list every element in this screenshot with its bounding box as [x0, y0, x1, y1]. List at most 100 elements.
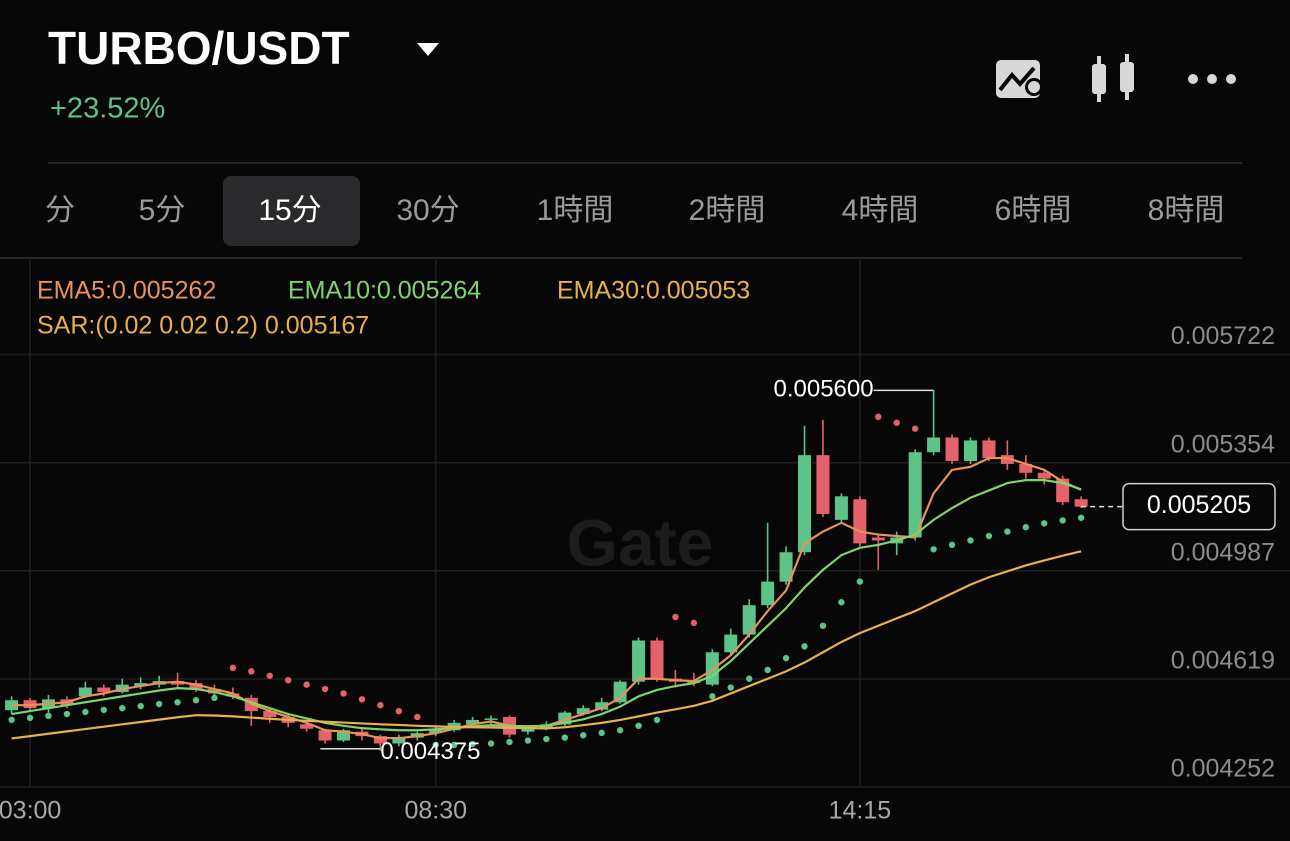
candle-body — [373, 736, 387, 744]
sar-dot — [911, 425, 919, 432]
candle-body — [337, 730, 351, 741]
candle-body — [1037, 472, 1051, 479]
timeframe-tab[interactable]: 分 — [45, 194, 75, 227]
candle-body — [779, 552, 793, 582]
sar-dot — [414, 713, 421, 721]
candle-body — [1074, 499, 1088, 507]
sar-dot — [266, 672, 273, 679]
candle-body — [834, 496, 848, 520]
sar-dot — [100, 706, 108, 714]
last-price-box — [1122, 482, 1276, 531]
candle-body — [300, 724, 314, 729]
sar-dot — [45, 712, 52, 719]
sar-dot — [727, 684, 734, 691]
pair-dropdown[interactable] — [417, 43, 439, 56]
candle-body — [650, 640, 664, 679]
candle-body — [1019, 463, 1033, 473]
legend-entry: EMA10:0.005264 — [288, 277, 481, 305]
legend-entry: EMA30:0.005053 — [557, 277, 750, 305]
timeframe-tab[interactable]: 30分 — [396, 194, 459, 227]
candle-body — [392, 737, 406, 744]
x-tick-label: 03:00 — [0, 797, 61, 825]
pair-title[interactable]: TURBO/USDT — [48, 22, 350, 74]
chart: Gate 0.004252 0.004619 0.004987 0.005354 0.00… — [0, 258, 1290, 825]
sar-dot — [303, 681, 310, 688]
timeframe-tab[interactable]: 8時間 — [1148, 194, 1225, 227]
y-tick-label: 0.005354 — [1171, 430, 1275, 458]
candle-body — [171, 681, 185, 685]
y-tick-label: 0.004987 — [1171, 538, 1275, 566]
annotation-label: 0.005600 — [773, 376, 873, 403]
candle-body — [927, 437, 941, 453]
sar-dot — [358, 696, 366, 703]
sar-dot — [764, 666, 771, 674]
y-tick-label: 0.005722 — [1171, 322, 1275, 350]
sar-dot — [616, 727, 624, 734]
candle-body — [982, 440, 996, 459]
sar-dot — [985, 532, 993, 540]
timeframe-tab[interactable]: 1時間 — [537, 194, 614, 227]
x-tick-label: 14:15 — [829, 797, 892, 825]
sar-dot — [229, 664, 237, 672]
legend-entry: SAR:(0.02 0.02 0.2) 0.005167 — [37, 312, 369, 340]
sar-dot — [1041, 520, 1048, 527]
candle-body — [816, 455, 830, 514]
timeframe-tab[interactable]: 5分 — [139, 194, 186, 227]
candle-style-icon[interactable] — [1092, 54, 1134, 102]
sar-dot — [8, 716, 15, 724]
candle-body — [724, 634, 738, 653]
candle-body — [945, 437, 959, 462]
timeframe-tab[interactable]: 2時間 — [689, 194, 766, 227]
sar-dot — [1022, 524, 1029, 531]
sar-dot — [672, 613, 679, 621]
more-icon[interactable] — [1188, 74, 1236, 84]
sar-dot — [450, 741, 458, 749]
candle-body — [521, 727, 535, 732]
candle-body — [97, 687, 111, 692]
timeframe-tab[interactable]: 6時間 — [995, 194, 1072, 227]
sar-dot — [598, 729, 605, 737]
candle-body — [798, 455, 812, 553]
sar-dot — [340, 690, 347, 697]
active-tab-bg — [223, 176, 360, 246]
y-tick-label: 0.004619 — [1171, 647, 1275, 675]
sar-dot — [211, 694, 218, 702]
candle-body — [705, 652, 719, 685]
sar-dot — [1004, 528, 1011, 535]
sar-dot — [893, 419, 900, 426]
timeframe-tab[interactable]: 15分 — [258, 194, 321, 227]
ema-line — [11, 550, 1082, 740]
candle-body — [1000, 455, 1014, 464]
timeframe-tabs: 分 5分 15分 30分 1時間 2時間 4時間 6時間 8時間 — [45, 176, 1224, 246]
chart-settings-icon[interactable] — [996, 60, 1043, 98]
sar-dot — [1059, 517, 1066, 524]
sar-dot — [174, 699, 181, 706]
sar-dot — [746, 675, 753, 682]
y-tick-label: 0.004252 — [1171, 755, 1275, 783]
sar-dot — [838, 599, 845, 606]
candle-body — [429, 728, 443, 734]
sar-dot — [395, 707, 403, 715]
sar-dot — [967, 537, 974, 544]
timeframe-tab[interactable]: 4時間 — [842, 194, 919, 227]
candle-body — [466, 719, 480, 725]
sar-dot — [801, 643, 808, 650]
sar-dot — [856, 578, 864, 585]
price-change: +23.52% — [50, 93, 165, 125]
sar-dot — [524, 737, 532, 744]
sar-dot — [487, 740, 495, 747]
candle-body — [226, 693, 240, 697]
sar-dot — [948, 541, 956, 549]
sar-dot — [82, 708, 89, 716]
candle-body — [318, 730, 332, 741]
annotation-label: 0.004375 — [380, 738, 480, 765]
candle-body — [558, 712, 572, 725]
candle-body — [576, 708, 590, 715]
candle-body — [963, 440, 977, 462]
candle-body — [189, 683, 203, 690]
candle-body — [263, 711, 277, 717]
sar-dot — [432, 741, 439, 749]
sar-dot — [119, 704, 126, 712]
